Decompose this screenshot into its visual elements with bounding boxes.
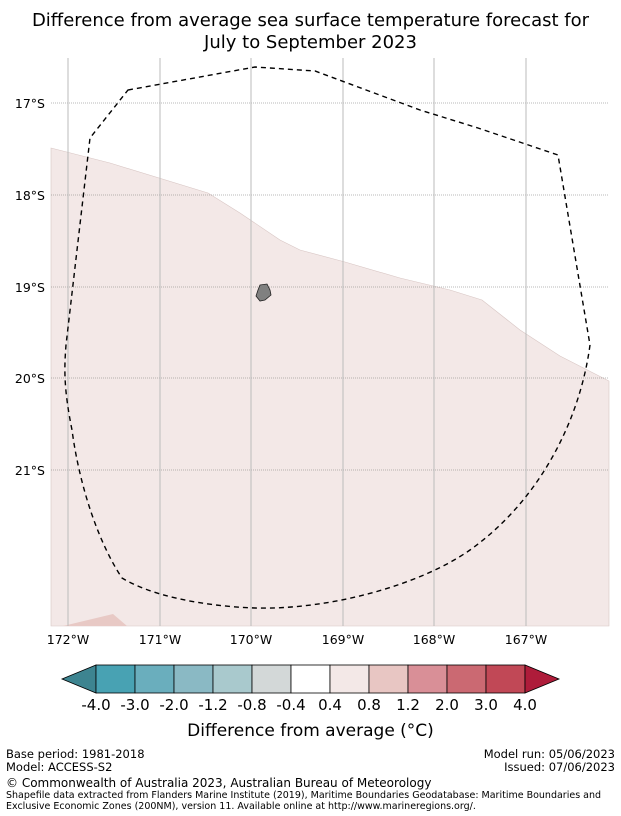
issued-date: Issued: 07/06/2023 (504, 760, 615, 774)
anomaly-region (50, 147, 610, 627)
map-title-line-2: July to September 2023 (204, 32, 417, 53)
lat-label: 20°S (15, 371, 45, 386)
colorbar-box (329, 664, 370, 694)
colorbar-boxes (60, 664, 561, 694)
colorbar-tick-label: -3.0 (120, 696, 149, 714)
anomaly-patch-warm (63, 614, 127, 626)
colorbar-extend-low (60, 664, 97, 694)
colorbar-tick-label: 1.2 (396, 696, 420, 714)
lon-label: 168°W (413, 632, 455, 647)
colorbar-box (368, 664, 409, 694)
colorbar-tick-label: 0.8 (357, 696, 381, 714)
colorbar-label: Difference from average (°C) (187, 721, 434, 741)
colorbar-box (173, 664, 214, 694)
latitude-labels: 17°S 18°S 19°S 20°S 21°S (15, 96, 45, 478)
colorbar-tick-label: 4.0 (513, 696, 537, 714)
lat-label: 17°S (15, 96, 45, 111)
lon-label: 167°W (505, 632, 547, 647)
niue-island (255, 283, 272, 302)
lon-label: 169°W (322, 632, 364, 647)
base-period: Base period: 1981-2018 (6, 747, 145, 761)
colorbar-tick-label: 3.0 (474, 696, 498, 714)
model-run: Model run: 05/06/2023 (483, 747, 615, 761)
colorbar: -4.0 -3.0 -2.0 -1.2 -0.8 -0.4 0.4 0.8 1.… (60, 664, 561, 714)
map-title-line-1: Difference from average sea surface temp… (31, 10, 590, 31)
gridlines (51, 58, 609, 626)
colorbar-box (290, 664, 331, 694)
colorbar-box (485, 664, 526, 694)
colorbar-box (251, 664, 292, 694)
lat-label: 21°S (15, 463, 45, 478)
colorbar-box (212, 664, 253, 694)
lat-label: 19°S (15, 280, 45, 295)
colorbar-tick-label: -2.0 (159, 696, 188, 714)
copyright: © Commonwealth of Australia 2023, Austra… (6, 776, 432, 790)
map-title: Difference from average sea surface temp… (0, 10, 621, 54)
forecast-map: 17°S 18°S 19°S 20°S 21°S 172°W 171°W 170… (15, 58, 610, 647)
longitude-labels: 172°W 171°W 170°W 169°W 168°W 167°W (47, 632, 547, 647)
colorbar-tick-label: -0.8 (237, 696, 266, 714)
colorbar-tick-label: 2.0 (435, 696, 459, 714)
colorbar-tick-label: -0.4 (276, 696, 305, 714)
colorbar-box (134, 664, 175, 694)
colorbar-extend-high (524, 664, 561, 694)
colorbar-tick-label: -4.0 (81, 696, 110, 714)
colorbar-box (95, 664, 136, 694)
colorbar-box (446, 664, 487, 694)
lon-label: 171°W (139, 632, 181, 647)
footer-right: Model run: 05/06/2023 Issued: 07/06/2023 (484, 748, 615, 774)
shapefile-credit: Shapefile data extracted from Flanders M… (6, 790, 602, 812)
lon-label: 172°W (47, 632, 89, 647)
lon-label: 170°W (230, 632, 272, 647)
colorbar-tick-labels: -4.0 -3.0 -2.0 -1.2 -0.8 -0.4 0.4 0.8 1.… (81, 696, 537, 714)
lat-label: 18°S (15, 188, 45, 203)
model-name: Model: ACCESS-S2 (6, 760, 113, 774)
colorbar-tick-label: -1.2 (198, 696, 227, 714)
eez-boundary (64, 66, 591, 609)
colorbar-box (407, 664, 448, 694)
colorbar-tick-label: 0.4 (318, 696, 342, 714)
footer-left: Base period: 1981-2018 Model: ACCESS-S2 (6, 748, 145, 774)
